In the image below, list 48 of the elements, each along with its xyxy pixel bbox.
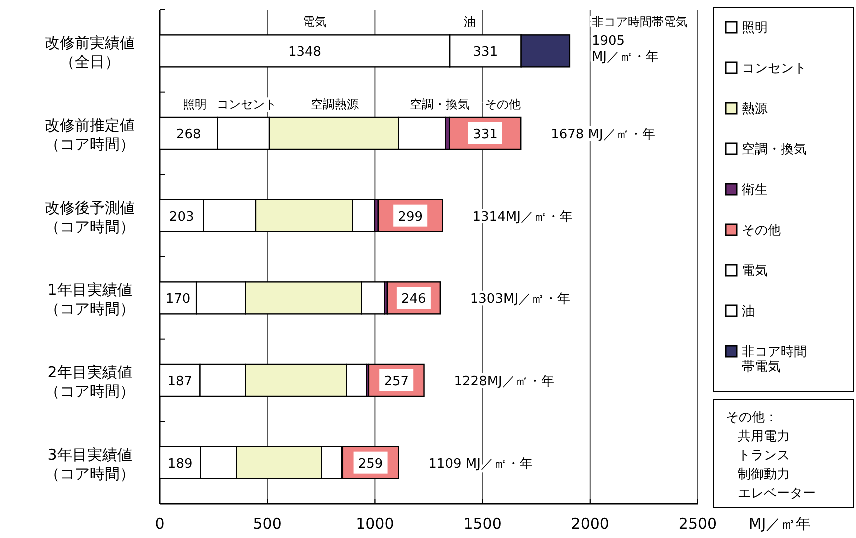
annotation: 電気 [303, 15, 327, 30]
annotation: コンセント [217, 98, 277, 112]
data-label: 187 [168, 374, 193, 390]
annotation: 非コア時間帯電気 [592, 15, 688, 30]
data-label: 1348 [288, 45, 322, 60]
data-label: 203 [169, 210, 194, 225]
annotation: 油 [464, 15, 476, 30]
data-label: 189 [168, 456, 193, 472]
x-tick-label: 2500 [678, 515, 718, 533]
legend-label: 熱源 [742, 102, 768, 117]
x-tick-label: 500 [253, 515, 282, 533]
text: 共用電力 [738, 430, 790, 444]
data-label: 246 [402, 292, 426, 308]
data-label: 331 [473, 45, 498, 60]
y-tick-label: 改修前推定値（コア時間） [45, 116, 135, 154]
total-label: 1905 MJ／㎡・年 [592, 34, 660, 66]
legend-label: その他 [742, 224, 781, 238]
legend-label: コンセント [742, 62, 807, 76]
y-tick-label: 改修後予測値（コア時間） [45, 198, 135, 236]
data-label: 259 [358, 456, 384, 472]
data-label: 268 [176, 128, 202, 142]
data-label: 170 [166, 292, 191, 308]
x-axis-title: MJ／㎡年 [748, 515, 812, 533]
legend-label: 非コア時間帯電気 [742, 345, 807, 375]
text: その他： [726, 410, 778, 426]
x-tick-label: 0 [155, 515, 165, 533]
x-tick-label: 1000 [356, 515, 394, 533]
legend-label: 空調・換気 [742, 142, 807, 158]
legend-label: 油 [742, 304, 755, 320]
annotation: 空調・換気 [410, 98, 470, 112]
y-tick-label: 1年目実績値（コア時間） [45, 281, 135, 318]
text: エレベーター [738, 486, 816, 502]
x-tick-label: 1500 [464, 515, 502, 533]
legend-label: 衛生 [742, 183, 768, 198]
legend-label: 照明 [742, 21, 768, 36]
legend-label: 電気 [742, 264, 768, 279]
annotation: その他 [485, 98, 521, 112]
text: 制御動力 [738, 468, 790, 482]
text: トランス [738, 448, 790, 464]
y-tick-label: 2年目実績値（コア時間） [45, 364, 135, 400]
y-tick-label: 改修前実績値（全日） [45, 34, 135, 72]
data-label: 299 [398, 210, 424, 225]
x-tick-label: 2000 [571, 515, 610, 533]
annotation: 照明 [183, 98, 207, 112]
data-label: 257 [384, 374, 410, 390]
annotation: 空調熱源 [311, 98, 359, 112]
y-tick-label: 3年目実績値（コア時間） [45, 446, 135, 483]
data-label: 331 [473, 128, 498, 142]
